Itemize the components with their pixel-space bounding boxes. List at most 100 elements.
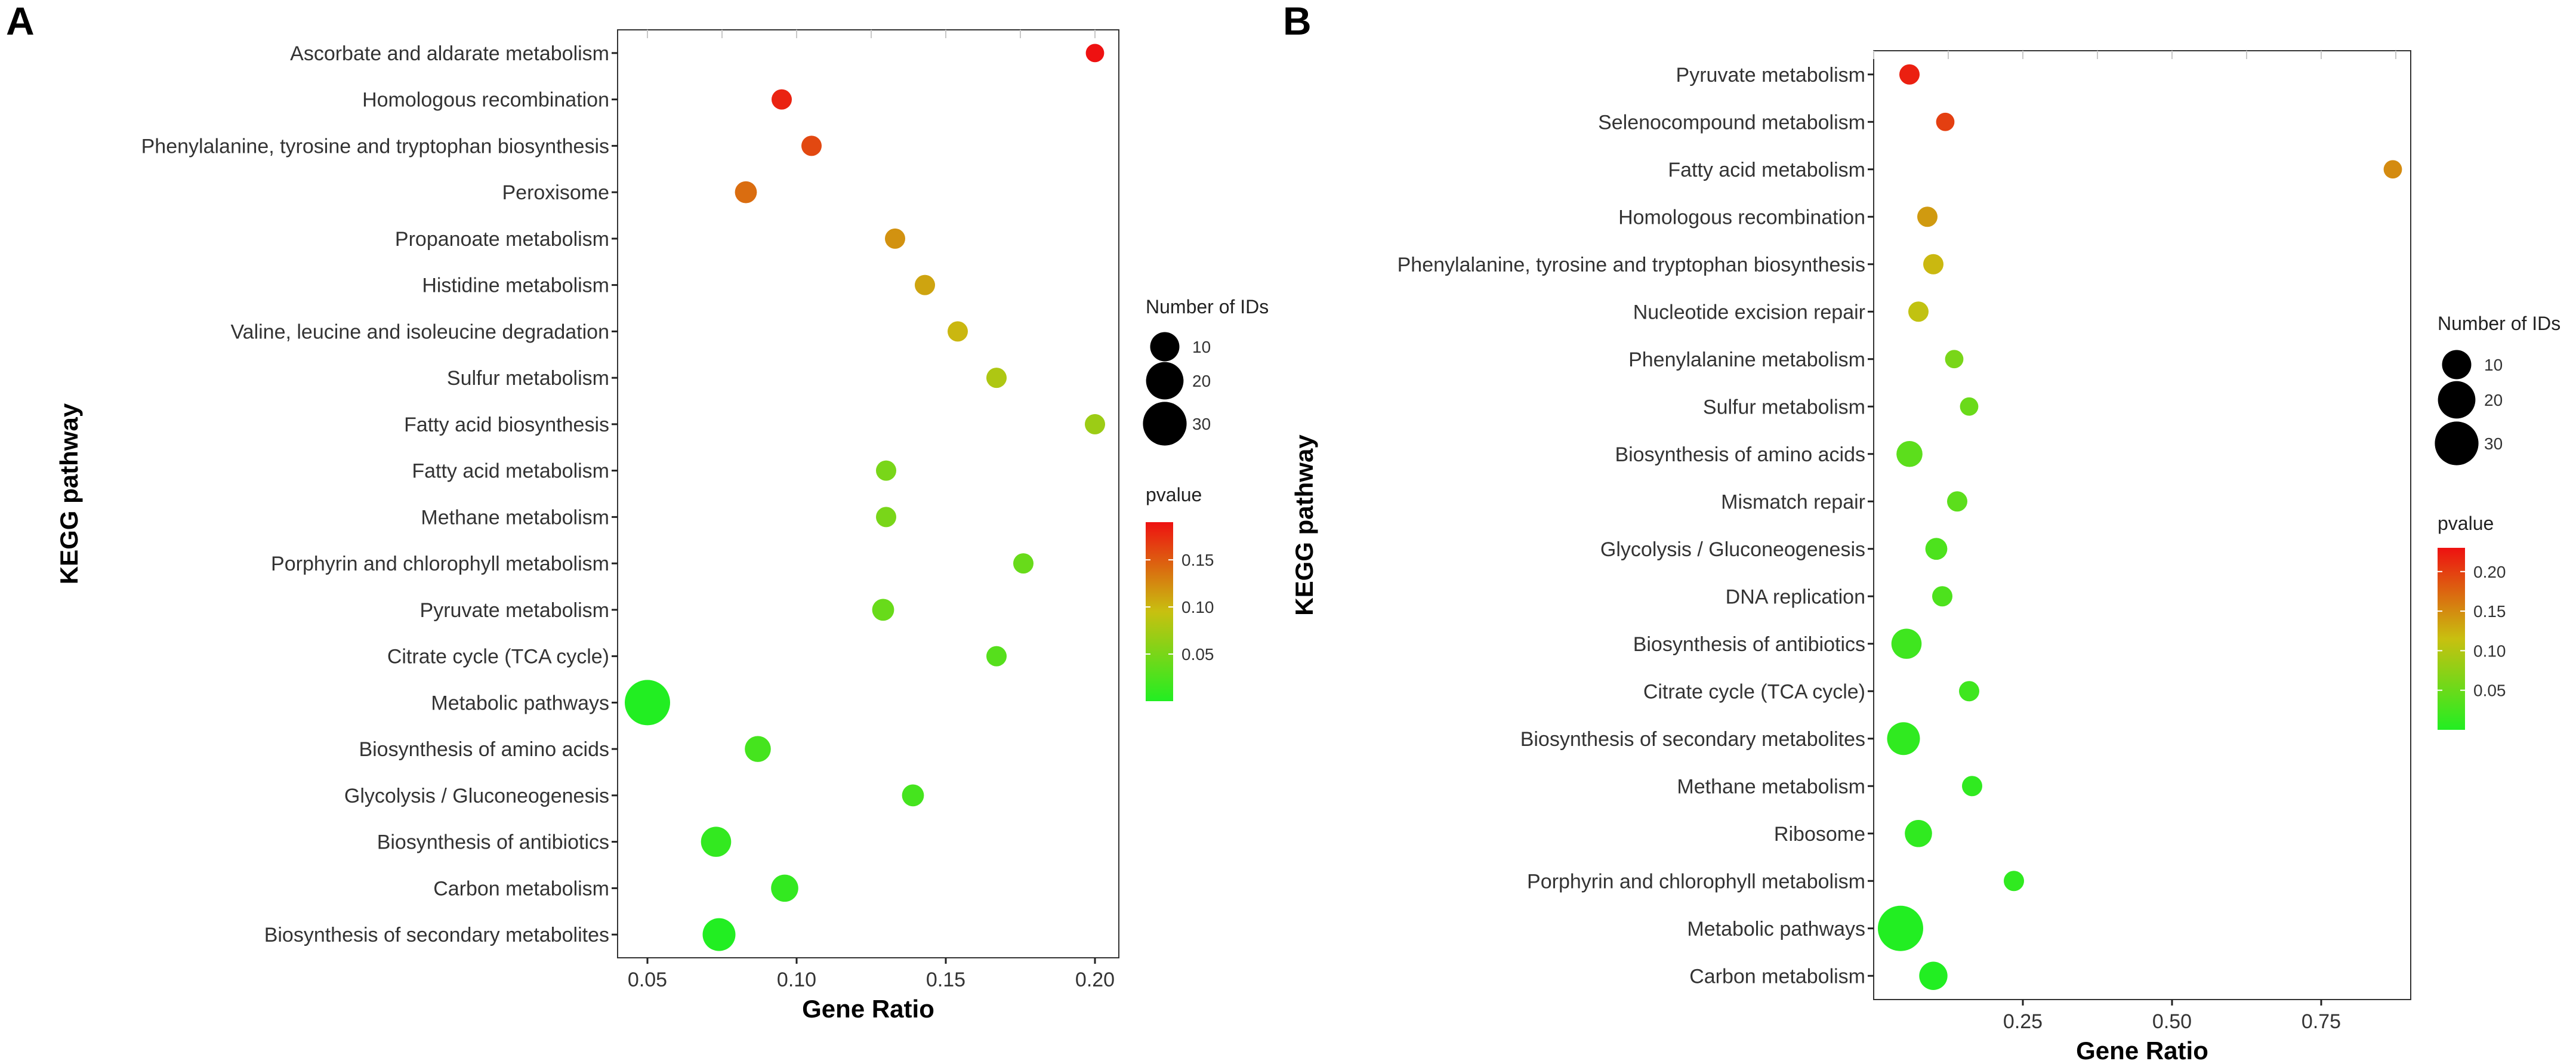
data-point xyxy=(876,460,896,481)
color-legend-title: pvalue xyxy=(1146,484,1202,505)
x-tick-label: 0.25 xyxy=(2003,1010,2043,1033)
y-tick-label: Phenylalanine metabolism xyxy=(1628,349,1865,371)
size-legend-label: 10 xyxy=(1192,338,1211,356)
data-point xyxy=(701,826,732,857)
size-legend-label: 10 xyxy=(2484,356,2503,374)
color-bar-label: 0.05 xyxy=(1181,645,1214,664)
size-legend-dot xyxy=(2435,421,2479,465)
plot-frame xyxy=(617,29,1119,958)
y-tick-label: Pyruvate metabolism xyxy=(1676,64,1865,87)
y-tick-label: Carbon metabolism xyxy=(433,877,609,900)
color-bar-label: 0.10 xyxy=(1181,598,1214,616)
data-point xyxy=(1905,819,1932,847)
data-point xyxy=(1962,776,1982,797)
y-tick-label: Biosynthesis of amino acids xyxy=(359,738,609,761)
y-tick-label: DNA replication xyxy=(1726,585,1865,608)
data-point xyxy=(1919,961,1948,990)
y-tick-label: Fatty acid metabolism xyxy=(412,460,609,483)
y-tick-label: Metabolic pathways xyxy=(431,692,609,714)
data-point xyxy=(1917,206,1938,227)
data-point xyxy=(1878,905,1923,951)
data-point xyxy=(1908,301,1929,322)
y-tick-label: Histidine metabolism xyxy=(422,275,609,297)
data-point xyxy=(702,918,736,951)
y-tick-label: Methane metabolism xyxy=(1677,775,1865,798)
size-legend-title: Number of IDs xyxy=(2438,313,2560,334)
y-tick-label: Citrate cycle (TCA cycle) xyxy=(387,646,609,668)
data-point xyxy=(735,181,757,203)
data-point xyxy=(772,89,792,110)
color-bar-label: 0.05 xyxy=(2473,681,2506,700)
y-tick-label: Fatty acid biosynthesis xyxy=(404,414,609,436)
data-point xyxy=(1959,681,1979,702)
data-point xyxy=(625,680,670,726)
size-legend-dot xyxy=(1146,362,1184,400)
panel-label: A xyxy=(6,0,35,43)
panel-b: B Pyruvate metabolism Selenocompound metab… xyxy=(1283,0,2560,1064)
size-legend-dot xyxy=(2442,350,2472,380)
data-point xyxy=(872,599,894,621)
data-point xyxy=(1945,350,1964,369)
panel-a: A Ascorbate and aldarate metabolism Homolo… xyxy=(6,0,1269,1023)
data-point xyxy=(1925,538,1948,560)
y-tick-label: Carbon metabolism xyxy=(1689,965,1865,988)
size-legend-label: 20 xyxy=(1192,372,1211,390)
color-bar xyxy=(2438,548,2465,730)
y-tick-label: Ribosome xyxy=(1774,823,1865,846)
y-tick-label: Citrate cycle (TCA cycle) xyxy=(1643,680,1865,703)
size-legend-dot xyxy=(1150,332,1180,362)
data-point xyxy=(1947,491,1967,512)
size-legend-dot xyxy=(1143,402,1187,446)
data-point xyxy=(771,874,798,902)
data-point xyxy=(2383,160,2402,179)
y-tick-label: Pyruvate metabolism xyxy=(420,599,609,622)
gridlines xyxy=(647,30,1096,38)
color-legend: pvalue 0.05 0.10 0.15 0.20 xyxy=(2438,513,2506,730)
y-tick-label: Homologous recombination xyxy=(1618,206,1865,229)
data-point xyxy=(745,736,771,762)
y-tick-label: Mismatch repair xyxy=(1721,491,1865,513)
y-tick-label: Glycolysis / Gluconeogenesis xyxy=(1600,538,1865,561)
data-point xyxy=(1085,414,1105,434)
panel-label: B xyxy=(1283,0,1312,43)
y-tick-label: Biosynthesis of antibiotics xyxy=(1633,633,1865,656)
size-legend-title: Number of IDs xyxy=(1146,296,1269,317)
data-point xyxy=(1085,44,1105,63)
data-point xyxy=(1923,254,1943,275)
size-legend: Number of IDs 10 20 30 xyxy=(1143,296,1269,446)
y-tick-label: Biosynthesis of secondary metabolites xyxy=(264,924,609,946)
y-tick-label: Phenylalanine, tyrosine and tryptophan b… xyxy=(1397,254,1865,276)
data-point xyxy=(986,646,1007,667)
x-axis-title: Gene Ratio xyxy=(2076,1037,2208,1064)
data-point xyxy=(1887,722,1920,755)
y-tick-label: Valine, leucine and isoleucine degradati… xyxy=(231,320,610,343)
data-point xyxy=(801,135,822,156)
y-tick-label: Biosynthesis of secondary metabolites xyxy=(1520,728,1865,751)
data-point xyxy=(1899,64,1920,85)
y-tick-label: Nucleotide excision repair xyxy=(1633,301,1865,323)
size-legend-label: 20 xyxy=(2484,391,2503,409)
data-point xyxy=(2004,871,2024,892)
data-point xyxy=(1891,628,1922,659)
size-legend-label: 30 xyxy=(2484,434,2503,453)
y-tick-label: Propanoate metabolism xyxy=(395,228,609,251)
gridlines xyxy=(1873,51,2396,59)
y-tick-label: Metabolic pathways xyxy=(1687,918,1865,940)
y-tick-label: Selenocompound metabolism xyxy=(1598,111,1865,134)
y-tick-label: Biosynthesis of amino acids xyxy=(1615,443,1865,466)
y-tick-label: Glycolysis / Gluconeogenesis xyxy=(344,785,609,807)
data-point xyxy=(902,784,924,807)
y-tick-label: Methane metabolism xyxy=(421,506,609,529)
color-legend-title: pvalue xyxy=(2438,513,2494,534)
y-tick-label: Porphyrin and chlorophyll metabolism xyxy=(271,553,609,575)
x-tick-label: 0.15 xyxy=(926,969,965,991)
x-tick-label: 0.10 xyxy=(777,969,816,991)
y-tick-label: Sulfur metabolism xyxy=(447,367,609,390)
data-point xyxy=(986,368,1007,388)
color-bar-label: 0.15 xyxy=(2473,602,2506,621)
y-tick-label: Biosynthesis of antibiotics xyxy=(377,831,609,854)
y-tick-label: Phenylalanine, tyrosine and tryptophan b… xyxy=(141,135,609,158)
y-axis-title: KEGG pathway xyxy=(1290,434,1318,616)
y-axis-title: KEGG pathway xyxy=(55,403,83,584)
size-legend-label: 30 xyxy=(1192,415,1211,433)
